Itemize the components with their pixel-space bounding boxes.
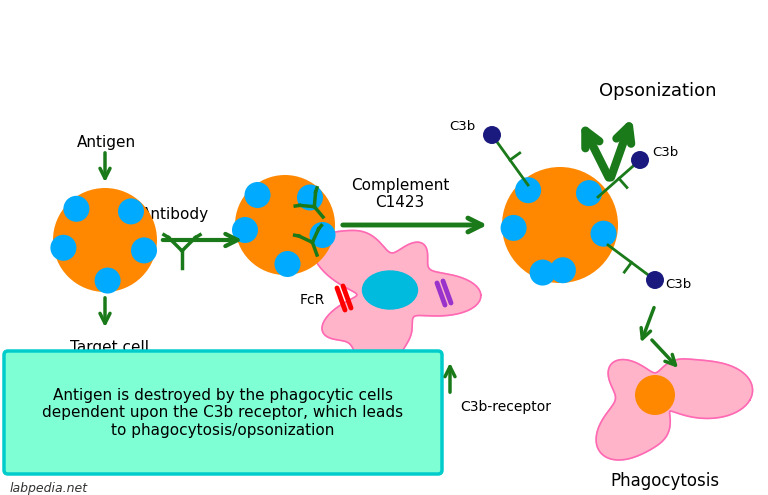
Circle shape [94, 268, 121, 294]
Circle shape [576, 180, 602, 206]
Circle shape [53, 188, 157, 292]
Polygon shape [596, 359, 753, 460]
Circle shape [483, 126, 501, 144]
Text: Antigen: Antigen [77, 135, 136, 150]
Text: C3b: C3b [665, 279, 691, 292]
Circle shape [131, 238, 157, 263]
Text: Phagocytosis: Phagocytosis [611, 472, 720, 490]
Circle shape [501, 215, 527, 241]
Circle shape [550, 257, 576, 283]
Text: C3b: C3b [449, 120, 475, 134]
Text: Opsonization: Opsonization [599, 82, 717, 100]
Circle shape [591, 221, 617, 247]
Circle shape [232, 217, 258, 243]
Circle shape [244, 182, 270, 208]
Circle shape [310, 222, 336, 248]
Text: Target cell: Target cell [70, 340, 149, 355]
Text: Antigen is destroyed by the phagocytic cells
dependent upon the C3b receptor, wh: Antigen is destroyed by the phagocytic c… [42, 388, 403, 438]
Circle shape [502, 167, 618, 283]
Circle shape [297, 185, 323, 210]
Text: labpedia.net: labpedia.net [10, 482, 88, 495]
Circle shape [235, 175, 335, 275]
Text: FcR: FcR [300, 293, 326, 307]
Text: Complement
C1423: Complement C1423 [351, 178, 449, 210]
FancyBboxPatch shape [4, 351, 442, 474]
Circle shape [51, 235, 76, 261]
Ellipse shape [362, 271, 418, 309]
Circle shape [530, 259, 555, 286]
Circle shape [631, 151, 649, 169]
Circle shape [515, 177, 541, 203]
Circle shape [635, 375, 675, 415]
Polygon shape [313, 231, 481, 376]
Text: Macrophagic cell: Macrophagic cell [322, 405, 439, 419]
Text: Antibody: Antibody [141, 207, 209, 222]
Text: C3b: C3b [652, 147, 678, 159]
Text: C3b-receptor: C3b-receptor [460, 400, 551, 414]
Circle shape [118, 198, 144, 224]
Circle shape [274, 251, 300, 277]
Circle shape [64, 196, 89, 222]
Circle shape [646, 271, 664, 289]
